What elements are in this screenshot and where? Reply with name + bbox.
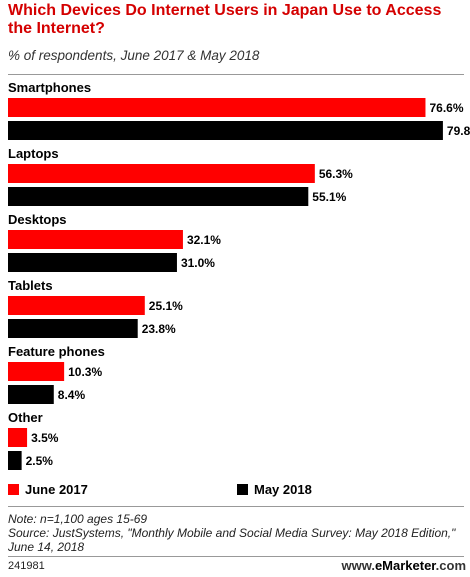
- value-label-other-june-2017: 3.5%: [31, 431, 59, 445]
- chart-notes: Note: n=1,100 ages 15-69 Source: JustSys…: [8, 512, 464, 554]
- legend-item-may-2018: May 2018: [237, 482, 312, 497]
- bar-other-may-2018: [8, 451, 22, 470]
- notes-divider: [8, 506, 464, 507]
- value-label-desktops-may-2018: 31.0%: [181, 256, 215, 270]
- note-text: Note: n=1,100 ages 15-69: [8, 512, 148, 526]
- top-divider: [8, 74, 464, 75]
- category-label-other: Other: [8, 410, 43, 425]
- value-label-other-may-2018: 2.5%: [26, 454, 54, 468]
- value-label-laptops-may-2018: 55.1%: [312, 190, 346, 204]
- category-label-laptops: Laptops: [8, 146, 59, 161]
- bar-other-june-2017: [8, 428, 28, 447]
- bar-desktops-may-2018: [8, 253, 177, 272]
- bar-chart: Smartphones 76.6% 79.8% Laptops 56.3% 55.1% De…: [8, 80, 470, 470]
- value-label-smartphones-june-2017: 76.6%: [429, 101, 463, 115]
- bar-laptops-june-2017: [8, 164, 315, 183]
- legend-swatch-june-2017: [8, 484, 19, 495]
- value-label-tablets-june-2017: 25.1%: [149, 299, 183, 313]
- bar-smartphones-may-2018: [8, 121, 443, 140]
- bar-tablets-may-2018: [8, 319, 138, 338]
- bar-feature-phones-may-2018: [8, 385, 54, 404]
- bar-laptops-may-2018: [8, 187, 309, 206]
- legend-swatch-may-2018: [237, 484, 248, 495]
- category-label-smartphones: Smartphones: [8, 80, 91, 95]
- chart-id: 241981: [8, 560, 45, 572]
- brand-logo: www.eMarketer.com: [341, 558, 466, 573]
- bar-feature-phones-june-2017: [8, 362, 65, 381]
- footer-divider: [8, 556, 464, 557]
- chart-subtitle: % of respondents, June 2017 & May 2018: [8, 48, 260, 63]
- bar-desktops-june-2017: [8, 230, 183, 249]
- category-label-desktops: Desktops: [8, 212, 67, 227]
- legend-label-may-2018: May 2018: [254, 482, 312, 497]
- bar-smartphones-june-2017: [8, 98, 426, 117]
- value-label-smartphones-may-2018: 79.8%: [447, 124, 470, 138]
- value-label-desktops-june-2017: 32.1%: [187, 233, 221, 247]
- bar-tablets-june-2017: [8, 296, 145, 315]
- value-label-laptops-june-2017: 56.3%: [319, 167, 353, 181]
- category-label-feature-phones: Feature phones: [8, 344, 105, 359]
- value-label-tablets-may-2018: 23.8%: [142, 322, 176, 336]
- legend-label-june-2017: June 2017: [25, 482, 88, 497]
- source-text: Source: JustSystems, "Monthly Mobile and…: [8, 526, 456, 554]
- category-label-tablets: Tablets: [8, 278, 53, 293]
- legend-item-june-2017: June 2017: [8, 482, 88, 497]
- value-label-feature-phones-june-2017: 10.3%: [68, 365, 102, 379]
- chart-title: Which Devices Do Internet Users in Japan…: [8, 2, 442, 37]
- value-label-feature-phones-may-2018: 8.4%: [58, 388, 86, 402]
